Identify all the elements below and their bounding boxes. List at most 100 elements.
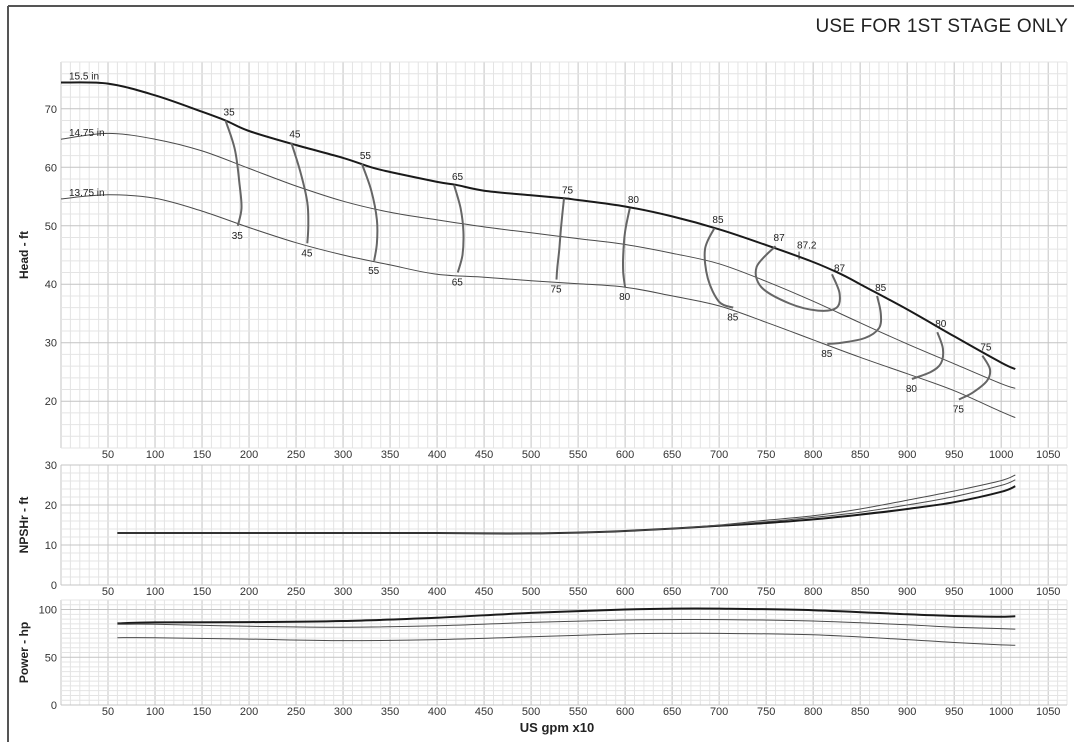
x-tick-label: 500 bbox=[522, 449, 540, 461]
efficiency-contour bbox=[360, 163, 379, 261]
x-tick-label: 800 bbox=[804, 586, 822, 598]
x-tick-label: 650 bbox=[663, 449, 681, 461]
efficiency-label: 75 bbox=[550, 285, 562, 296]
x-tick-label: 350 bbox=[381, 586, 399, 598]
x-tick-label: 400 bbox=[428, 706, 446, 718]
x-tick-label: 850 bbox=[851, 706, 869, 718]
y-tick-label: 70 bbox=[45, 104, 57, 116]
efficiency-label: 45 bbox=[289, 130, 301, 141]
x-tick-label: 700 bbox=[710, 449, 728, 461]
y-tick-label: 50 bbox=[45, 221, 57, 233]
series-curve bbox=[60, 132, 1016, 389]
x-tick-label: 650 bbox=[663, 706, 681, 718]
x-tick-label: 850 bbox=[851, 449, 869, 461]
x-tick-label: 1000 bbox=[989, 586, 1013, 598]
x-tick-label: 650 bbox=[663, 586, 681, 598]
x-tick-label: 500 bbox=[522, 586, 540, 598]
efficiency-label: 80 bbox=[906, 384, 918, 395]
bep-label: 87.2 bbox=[797, 241, 817, 252]
efficiency-label: 85 bbox=[712, 215, 724, 226]
efficiency-label: 80 bbox=[935, 319, 947, 330]
y-axis-title: Head - ft bbox=[17, 231, 31, 279]
y-tick-label: 100 bbox=[39, 605, 57, 617]
x-tick-label: 250 bbox=[287, 706, 305, 718]
y-tick-label: 20 bbox=[45, 396, 57, 408]
x-tick-label: 700 bbox=[710, 706, 728, 718]
x-tick-label: 400 bbox=[428, 449, 446, 461]
x-tick-label: 700 bbox=[710, 586, 728, 598]
x-tick-label: 550 bbox=[569, 449, 587, 461]
x-tick-label: 50 bbox=[102, 586, 114, 598]
curves-layer bbox=[60, 81, 1016, 646]
x-axis-title: US gpm x10 bbox=[520, 720, 594, 735]
y-tick-label: 0 bbox=[51, 580, 57, 592]
efficiency-label: 80 bbox=[619, 292, 631, 303]
x-tick-label: 750 bbox=[757, 586, 775, 598]
y-axis-title: Power - hp bbox=[17, 622, 31, 683]
x-tick-label: 950 bbox=[945, 449, 963, 461]
efficiency-label: 65 bbox=[452, 172, 464, 183]
x-tick-label: 150 bbox=[193, 586, 211, 598]
series-curve bbox=[60, 81, 1016, 370]
efficiency-contour bbox=[453, 184, 465, 273]
efficiency-label: 85 bbox=[727, 313, 739, 324]
x-tick-label: 600 bbox=[616, 706, 634, 718]
efficiency-contour bbox=[754, 245, 841, 312]
efficiency-label: 55 bbox=[360, 151, 372, 162]
y-tick-label: 40 bbox=[45, 279, 57, 291]
efficiency-label: 80 bbox=[628, 195, 640, 206]
y-axis-title: NPSHr - ft bbox=[17, 497, 31, 554]
x-tick-label: 300 bbox=[334, 586, 352, 598]
x-tick-label: 200 bbox=[240, 706, 258, 718]
x-tick-label: 300 bbox=[334, 449, 352, 461]
y-tick-label: 0 bbox=[51, 700, 57, 712]
efficiency-label: 65 bbox=[452, 278, 464, 289]
efficiency-contour bbox=[290, 142, 310, 244]
efficiency-label: 75 bbox=[980, 343, 992, 354]
efficiency-label: 75 bbox=[953, 404, 965, 415]
x-tick-label: 550 bbox=[569, 586, 587, 598]
efficiency-contour bbox=[621, 207, 631, 288]
x-tick-label: 950 bbox=[945, 586, 963, 598]
efficiency-label: 55 bbox=[368, 266, 380, 277]
efficiency-label: 87 bbox=[834, 263, 846, 274]
impeller-diameter-label: 14.75 in bbox=[69, 128, 105, 139]
x-tick-label: 850 bbox=[851, 586, 869, 598]
efficiency-contour bbox=[911, 331, 945, 380]
x-tick-label: 400 bbox=[428, 586, 446, 598]
x-tick-label: 550 bbox=[569, 706, 587, 718]
efficiency-label: 87 bbox=[774, 233, 786, 244]
x-tick-label: 600 bbox=[616, 449, 634, 461]
x-tick-label: 150 bbox=[193, 706, 211, 718]
series-curve bbox=[117, 479, 1016, 534]
efficiency-label: 85 bbox=[875, 283, 887, 294]
series-curve bbox=[117, 618, 1016, 630]
y-tick-label: 20 bbox=[45, 500, 57, 512]
x-tick-label: 350 bbox=[381, 706, 399, 718]
efficiency-contour bbox=[555, 198, 565, 280]
series-curve bbox=[117, 607, 1016, 625]
efficiency-label: 75 bbox=[562, 185, 574, 196]
x-tick-label: 1000 bbox=[989, 449, 1013, 461]
x-tick-label: 250 bbox=[287, 449, 305, 461]
x-tick-label: 150 bbox=[193, 449, 211, 461]
x-tick-label: 800 bbox=[804, 706, 822, 718]
y-tick-label: 30 bbox=[45, 460, 57, 472]
x-tick-label: 450 bbox=[475, 449, 493, 461]
x-tick-label: 900 bbox=[898, 706, 916, 718]
x-tick-label: 100 bbox=[146, 449, 164, 461]
x-tick-label: 1050 bbox=[1036, 449, 1060, 461]
x-tick-label: 200 bbox=[240, 586, 258, 598]
x-tick-label: 800 bbox=[804, 449, 822, 461]
series-curve bbox=[117, 632, 1016, 646]
y-tick-label: 30 bbox=[45, 338, 57, 350]
series-curve bbox=[117, 485, 1016, 535]
x-tick-label: 900 bbox=[898, 449, 916, 461]
x-tick-label: 200 bbox=[240, 449, 258, 461]
efficiency-label: 35 bbox=[224, 107, 236, 118]
x-tick-label: 450 bbox=[475, 706, 493, 718]
y-tick-label: 50 bbox=[45, 652, 57, 664]
